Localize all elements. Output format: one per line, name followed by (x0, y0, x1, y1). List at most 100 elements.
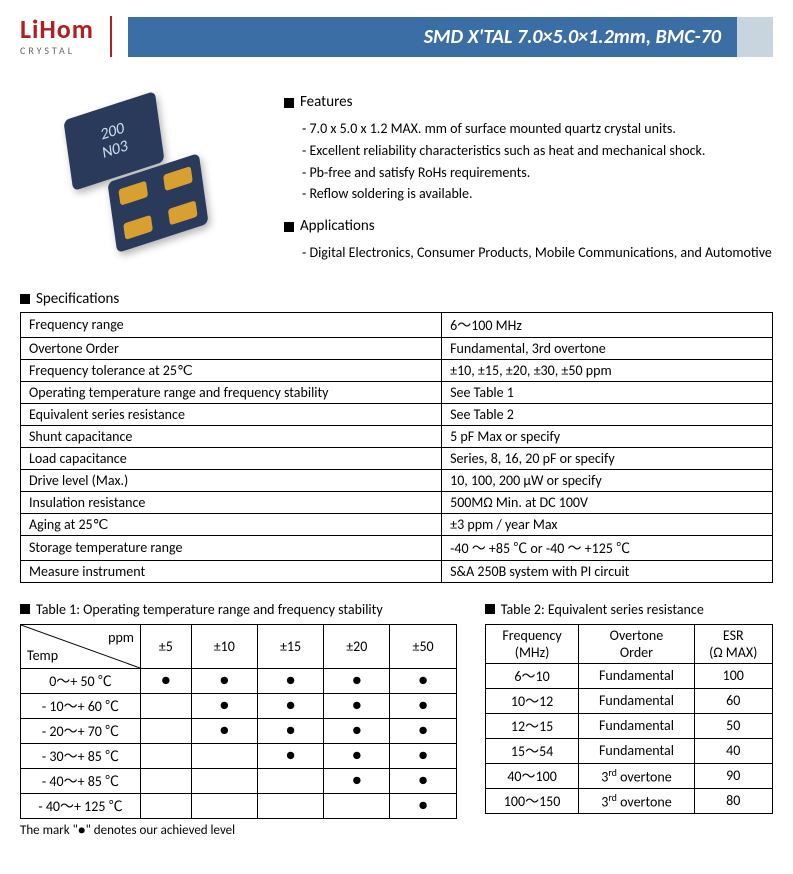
square-bullet-icon (20, 604, 30, 614)
table-cell (191, 793, 257, 818)
feature-item: 7.0 x 5.0 x 1.2 MAX. mm of surface mount… (302, 118, 773, 140)
square-bullet-icon (284, 98, 294, 108)
table-cell: ● (141, 668, 192, 693)
diag-temp: Temp (27, 647, 58, 664)
table-cell: See Table 2 (442, 403, 773, 425)
table-row: - 30～+ 85 ℃●●● (21, 743, 457, 768)
table-cell: 3rd overtone (579, 788, 694, 813)
table-cell (141, 718, 192, 743)
table-header: Frequency(MHz) (485, 624, 579, 663)
table-cell: ● (390, 793, 456, 818)
feature-item: Pb-free and satisfy RoHs requirements. (302, 162, 773, 184)
table-cell: ● (257, 718, 323, 743)
row-label: - 40～+ 125 ℃ (21, 793, 141, 818)
table-cell: Series, 8, 16, 20 pF or specify (442, 447, 773, 469)
table-cell: 6～10 (485, 663, 579, 688)
table-cell: 40 (694, 738, 773, 763)
table-cell: ±3 ppm / year Max (442, 513, 773, 535)
table-cell: 6～100 MHz (442, 312, 773, 337)
table-header: ESR(Ω MAX) (694, 624, 773, 663)
applications-heading: Applications (284, 215, 773, 238)
table-cell: ● (191, 668, 257, 693)
table-cell: Insulation resistance (21, 491, 442, 513)
chip-pad (163, 167, 193, 192)
table-cell: Equivalent series resistance (21, 403, 442, 425)
table-row: Equivalent series resistanceSee Table 2 (21, 403, 773, 425)
table-header: ±5 (141, 624, 192, 668)
table-cell: Storage temperature range (21, 535, 442, 560)
diag-ppm: ppm (108, 629, 134, 646)
table-row: Frequency tolerance at 25℃±10, ±15, ±20,… (21, 359, 773, 381)
table-cell (257, 793, 323, 818)
table-cell: Drive level (Max.) (21, 469, 442, 491)
table-row: Aging at 25℃±3 ppm / year Max (21, 513, 773, 535)
chip-pad (123, 215, 153, 240)
table-cell (191, 768, 257, 793)
table-cell: 500MΩ Min. at DC 100V (442, 491, 773, 513)
header: LiHom CRYSTAL SMD X'TAL 7.0×5.0×1.2mm, B… (20, 16, 773, 57)
table-cell: 40～100 (485, 763, 579, 788)
table-cell: Measure instrument (21, 560, 442, 582)
table1-footnote: The mark "●" denotes our achieved level (20, 823, 457, 838)
row-label: - 30～+ 85 ℃ (21, 743, 141, 768)
table-cell: ● (324, 693, 390, 718)
table-row: Measure instrumentS&A 250B system with P… (21, 560, 773, 582)
page-title: SMD X'TAL 7.0×5.0×1.2mm, BMC-70 (128, 17, 737, 57)
table-cell: 90 (694, 763, 773, 788)
table-cell: ● (390, 743, 456, 768)
table-cell (324, 793, 390, 818)
specs-label: Specifications (36, 290, 119, 308)
logo: LiHom CRYSTAL (20, 16, 112, 57)
logo-main: LiHom (20, 16, 94, 42)
square-bullet-icon (485, 604, 495, 614)
table-cell: Overtone Order (21, 337, 442, 359)
table-cell: Fundamental, 3rd overtone (442, 337, 773, 359)
table-cell: ● (390, 668, 456, 693)
table-cell: Fundamental (579, 738, 694, 763)
table1-caption-text: Table 1: Operating temperature range and… (36, 601, 383, 618)
table-cell: ● (390, 718, 456, 743)
feature-item: Reflow soldering is available. (302, 183, 773, 205)
row-label: - 20～+ 70 ℃ (21, 718, 141, 743)
table-row: Frequency range6～100 MHz (21, 312, 773, 337)
table-cell (141, 793, 192, 818)
top-section: 200 N03 Features 7.0 x 5.0 x 1.2 MAX. mm… (20, 85, 773, 274)
table-header: ±20 (324, 624, 390, 668)
table-row: - 40～+ 125 ℃ ● (21, 793, 457, 818)
table2-caption: Table 2: Equivalent series resistance (485, 601, 773, 618)
table-cell: Load capacitance (21, 447, 442, 469)
diag-header: ppm Temp (21, 624, 141, 668)
applications-text: Digital Electronics, Consumer Products, … (284, 242, 773, 264)
square-bullet-icon (284, 222, 294, 232)
table-row: 100～1503rd overtone80 (485, 788, 772, 813)
table-cell: Shunt capacitance (21, 425, 442, 447)
table-cell (141, 743, 192, 768)
table-cell: Operating temperature range and frequenc… (21, 381, 442, 403)
table-cell: 100～150 (485, 788, 579, 813)
table-cell: ● (324, 768, 390, 793)
table-cell: 80 (694, 788, 773, 813)
table-row: 10～12Fundamental60 (485, 688, 772, 713)
table-cell: -40 ～ +85 ℃ or -40 ～ +125 ℃ (442, 535, 773, 560)
table-cell: 15～54 (485, 738, 579, 763)
table-cell: ● (324, 743, 390, 768)
table-cell (191, 743, 257, 768)
table-row: Overtone OrderFundamental, 3rd overtone (21, 337, 773, 359)
table-cell: 60 (694, 688, 773, 713)
table-row: 15～54Fundamental40 (485, 738, 772, 763)
table-cell (257, 768, 323, 793)
table-header: ±10 (191, 624, 257, 668)
table-cell: ● (324, 668, 390, 693)
table-header: OvertoneOrder (579, 624, 694, 663)
table-cell: ● (324, 718, 390, 743)
table-cell: ● (191, 718, 257, 743)
table-cell: 50 (694, 713, 773, 738)
table-cell: Aging at 25℃ (21, 513, 442, 535)
table-cell: 100 (694, 663, 773, 688)
table2: Frequency(MHz)OvertoneOrderESR(Ω MAX) 6～1… (485, 624, 773, 814)
features-heading: Features (284, 91, 773, 114)
table-row: - 10～+ 60 ℃●●●● (21, 693, 457, 718)
table-row: 0～+ 50 ℃●●●●● (21, 668, 457, 693)
table-row: Operating temperature range and frequenc… (21, 381, 773, 403)
table-cell: 5 pF Max or specify (442, 425, 773, 447)
